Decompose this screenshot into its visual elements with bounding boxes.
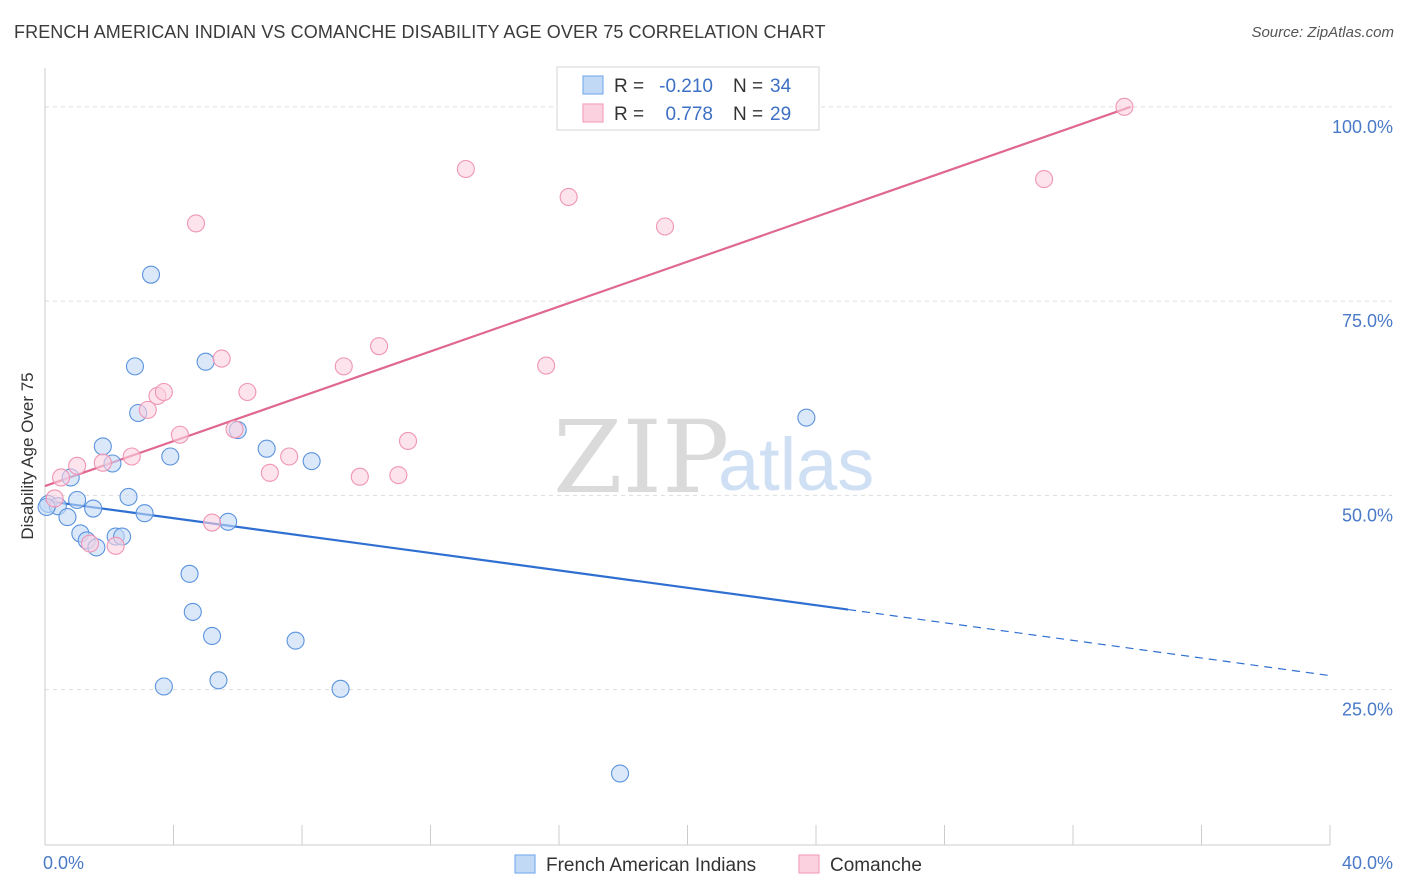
- legend-r-value-1: -0.210: [659, 76, 713, 97]
- data-point-0-24: [209, 671, 228, 690]
- data-point-1-16: [260, 463, 279, 482]
- x-tick-label-max: 40.0%: [1342, 853, 1393, 873]
- data-point-0-4: [68, 490, 87, 510]
- data-point-0-14: [125, 357, 144, 376]
- data-point-1-7: [138, 400, 157, 419]
- source-label: Source: ZipAtlas.com: [1251, 24, 1394, 41]
- legend-r-label-2: R =: [614, 104, 644, 125]
- data-point-1-19: [350, 467, 369, 486]
- trend-lines: [44, 105, 1331, 677]
- data-point-1-23: [456, 159, 475, 179]
- data-point-1-2: [68, 456, 87, 475]
- legend-swatch-french-american-indians: [582, 75, 604, 95]
- data-point-0-13: [119, 487, 138, 506]
- y-tick-label-25: 25.0%: [1342, 700, 1393, 720]
- data-point-1-22: [398, 431, 418, 451]
- data-point-1-13: [212, 349, 231, 368]
- data-point-0-25: [219, 512, 238, 531]
- chart-title: FRENCH AMERICAN INDIAN VS COMANCHE DISAB…: [14, 22, 826, 42]
- legend-n-value-1: 34: [770, 76, 792, 97]
- data-point-1-12: [203, 513, 222, 532]
- axes: [44, 68, 1331, 846]
- series-legend-swatch-comanche: [798, 854, 820, 874]
- data-point-1-20: [370, 337, 389, 356]
- data-point-1-1: [52, 468, 71, 487]
- legend-r-value-2: 0.778: [665, 104, 713, 125]
- y-tick-label-50: 50.0%: [1342, 505, 1393, 525]
- legend-r-label-1: R =: [614, 76, 644, 97]
- trend-line-dashed-0: [848, 608, 1331, 677]
- data-point-0-31: [610, 764, 630, 783]
- data-point-1-18: [334, 357, 353, 376]
- data-point-1-21: [389, 466, 408, 485]
- watermark-zip: ZIP: [553, 399, 729, 516]
- legend-n-label-2: N =: [733, 104, 763, 125]
- data-point-1-4: [93, 453, 112, 472]
- data-point-0-20: [180, 564, 199, 583]
- data-point-0-2: [58, 508, 77, 527]
- data-point-1-9: [154, 382, 173, 402]
- data-point-1-10: [170, 425, 189, 444]
- series-legend-label-comanche: Comanche: [830, 855, 922, 876]
- data-point-0-30: [331, 679, 350, 698]
- trend-line-1: [44, 105, 1132, 488]
- data-point-0-27: [257, 439, 276, 458]
- y-tick-labels: 25.0% 50.0% 75.0% 100.0%: [1332, 117, 1393, 720]
- y-axis-label: Disability Age Over 75: [18, 372, 37, 539]
- data-point-0-28: [286, 631, 305, 650]
- watermark-atlas: atlas: [718, 423, 874, 506]
- data-point-1-27: [1035, 170, 1054, 189]
- x-tick-labels: 0.0% 40.0%: [43, 853, 1393, 873]
- stats-legend: R = -0.210 N = 34 R = 0.778 N = 29: [556, 66, 820, 131]
- data-point-0-22: [196, 352, 215, 371]
- data-point-0-17: [141, 265, 161, 284]
- gridlines: [45, 106, 1392, 691]
- data-point-1-0: [45, 489, 64, 508]
- data-point-1-14: [225, 420, 244, 439]
- data-point-1-17: [280, 447, 299, 466]
- data-point-0-29: [302, 452, 321, 471]
- y-tick-label-75: 75.0%: [1342, 311, 1393, 331]
- series-legend-label-french-american-indians: French American Indians: [546, 855, 756, 876]
- data-point-0-23: [203, 626, 222, 646]
- data-point-0-7: [84, 499, 103, 518]
- data-point-1-6: [122, 447, 141, 466]
- trend-line-0: [44, 499, 849, 611]
- series-legend-swatch-french-american-indians: [514, 854, 536, 874]
- data-point-1-26: [655, 217, 675, 236]
- data-point-1-24: [537, 356, 556, 375]
- data-point-0-19: [161, 447, 180, 466]
- data-point-0-18: [154, 677, 173, 696]
- data-point-1-5: [106, 536, 125, 555]
- series-legend: French American Indians Comanche: [514, 854, 922, 876]
- legend-n-label-1: N =: [733, 76, 763, 97]
- x-tick-label-min: 0.0%: [43, 853, 84, 873]
- data-points: [37, 97, 1134, 783]
- data-point-1-3: [80, 534, 100, 553]
- data-point-1-28: [1115, 97, 1134, 116]
- legend-n-value-2: 29: [770, 104, 791, 125]
- legend-swatch-comanche: [582, 103, 604, 123]
- data-point-1-11: [186, 214, 206, 233]
- data-point-0-9: [93, 437, 112, 456]
- data-point-1-25: [559, 187, 578, 207]
- data-point-0-16: [135, 504, 154, 523]
- data-point-0-32: [797, 408, 816, 427]
- data-point-1-15: [238, 382, 257, 402]
- y-tick-label-100: 100.0%: [1332, 117, 1393, 137]
- data-point-0-21: [183, 602, 202, 621]
